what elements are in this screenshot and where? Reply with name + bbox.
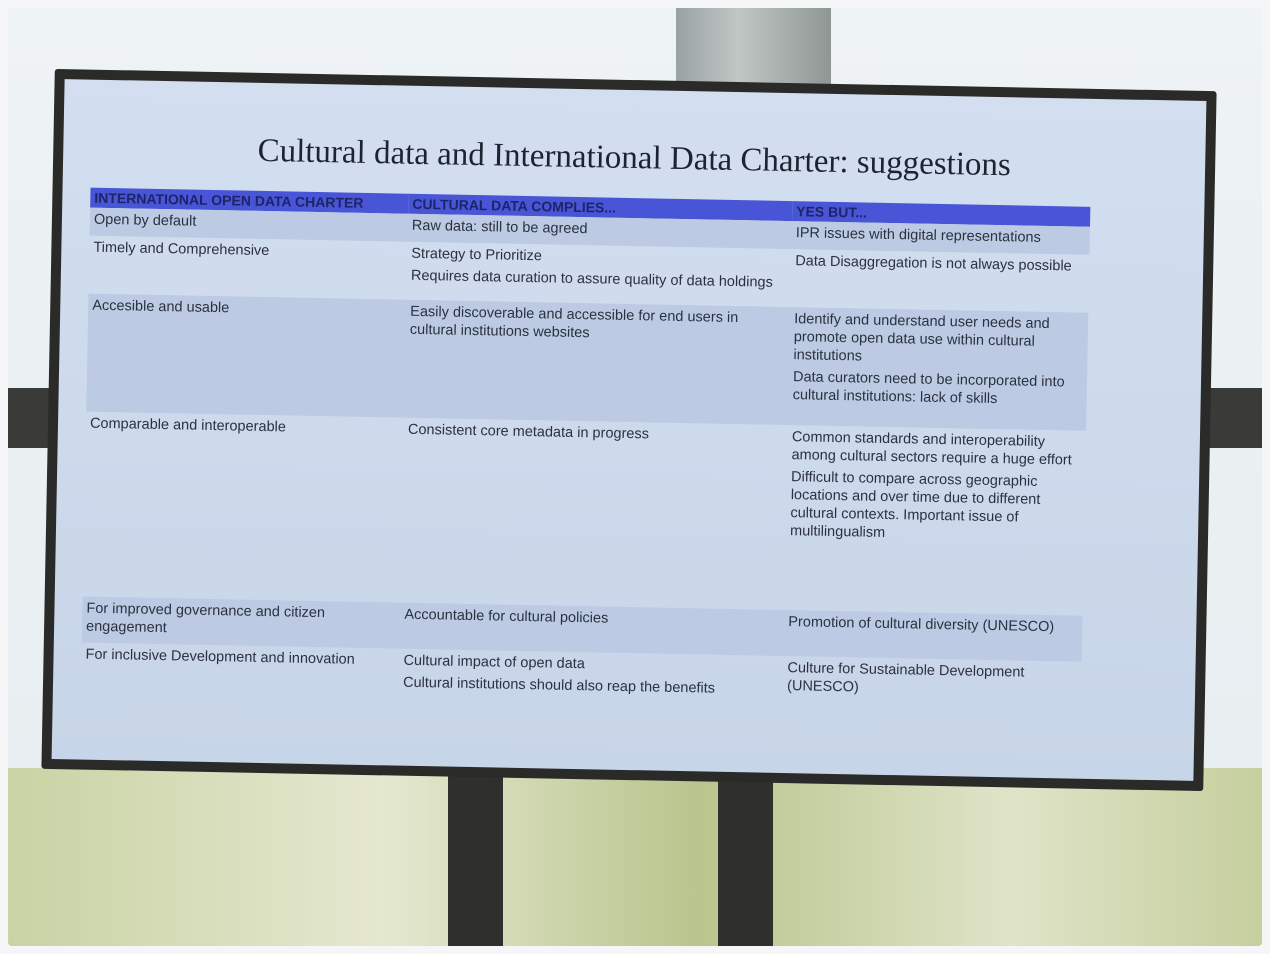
- cell-text: Promotion of cultural diversity (UNESCO): [788, 614, 1055, 636]
- table-cell: Accountable for cultural policies: [399, 602, 785, 657]
- cell-text: Consistent core metadata in progress: [407, 421, 650, 443]
- table-cell: Cultural impact of open data Cultural ins…: [399, 649, 784, 706]
- cell-text: For improved governance and citizen enga…: [85, 600, 326, 637]
- table-cell: For inclusive Development and innovation: [81, 643, 400, 699]
- cell-text: Cultural institutions should also reap t…: [402, 674, 716, 697]
- slide-title: Cultural data and International Data Cha…: [257, 132, 1012, 184]
- table-cell: Data Disaggregation is not always possib…: [790, 249, 1089, 313]
- cell-text: Open by default: [93, 211, 197, 230]
- stand-leg: [448, 768, 503, 946]
- table-cell: Comparable and interoperable: [83, 412, 404, 603]
- table: INTERNATIONAL OPEN DATA CHARTER CULTURAL …: [81, 187, 1091, 712]
- cell-text: IPR issues with digital representations: [795, 225, 1041, 246]
- table-cell: Easily discoverable and accessible for e…: [404, 299, 791, 426]
- table-cell: Identify and understand user needs and p…: [788, 307, 1089, 431]
- cell-text: Strategy to Prioritize: [411, 245, 543, 265]
- table-cell: For improved governance and citizen enga…: [81, 596, 401, 649]
- table-cell: Consistent core metadata in progress: [401, 418, 788, 610]
- cell-text: Difficult to compare across geographic l…: [789, 469, 1041, 541]
- cell-text: For inclusive Development and innovation: [85, 646, 355, 668]
- background-trees: [8, 768, 1262, 946]
- table-cell: Strategy to Prioritize Requires data cura…: [406, 242, 791, 307]
- cell-text: Timely and Comprehensive: [93, 239, 270, 260]
- table-cell: Culture for Sustainable Development (UNE…: [783, 656, 1082, 712]
- table-row: Comparable and interoperable Consistent c…: [83, 412, 1086, 616]
- screen: Cultural data and International Data Cha…: [41, 68, 1217, 792]
- cell-text: Common standards and interoperability am…: [791, 429, 1072, 469]
- cell-text: Raw data: still to be agreed: [411, 217, 588, 238]
- cell-text: Requires data curation to assure quality…: [410, 267, 773, 291]
- cell-text: Comparable and interoperable: [89, 415, 287, 436]
- cell-text: Easily discoverable and accessible for e…: [409, 303, 739, 342]
- cell-text: Accountable for cultural policies: [404, 606, 609, 627]
- table-cell: Promotion of cultural diversity (UNESCO): [783, 610, 1083, 662]
- cell-text: Culture for Sustainable Development (UNE…: [786, 660, 1025, 696]
- table-row: Accesible and usable Easily discoverable …: [86, 293, 1089, 431]
- slide: Cultural data and International Data Cha…: [51, 79, 1207, 781]
- table-cell: Timely and Comprehensive: [89, 236, 408, 300]
- photo: Cultural data and International Data Cha…: [8, 8, 1262, 946]
- cell-text: Accesible and usable: [92, 297, 230, 317]
- cell-text: Data Disaggregation is not always possib…: [795, 253, 1072, 275]
- table-cell: Common standards and interoperability am…: [785, 425, 1086, 616]
- cell-text: Identify and understand user needs and p…: [793, 311, 1050, 365]
- table-cell: Accesible and usable: [86, 293, 407, 418]
- stand-leg: [718, 768, 773, 946]
- cell-text: Cultural impact of open data: [403, 652, 586, 673]
- cell-text: Data curators need to be incorporated in…: [792, 369, 1065, 408]
